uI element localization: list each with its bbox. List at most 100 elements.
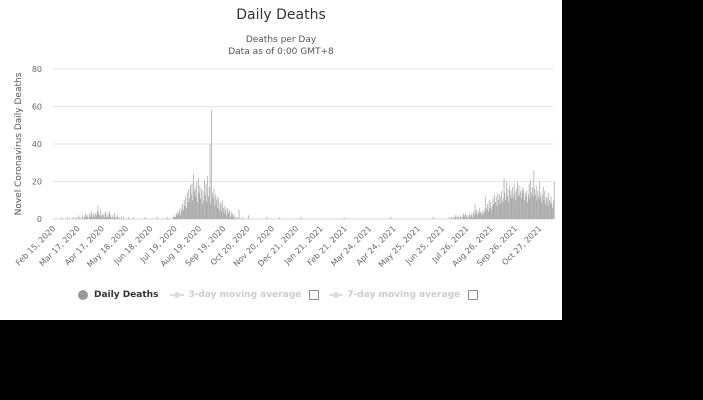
bar bbox=[497, 192, 499, 219]
bar bbox=[519, 194, 521, 219]
bar bbox=[491, 209, 492, 219]
y-axis-label: Novel Coronavirus Daily Deaths bbox=[14, 72, 24, 215]
line-marker-icon bbox=[329, 292, 344, 298]
legend-label: 3-day moving average bbox=[188, 290, 302, 300]
bar bbox=[528, 183, 530, 219]
bar bbox=[488, 200, 490, 219]
bar bbox=[85, 213, 86, 219]
bar bbox=[531, 192, 532, 219]
legend-item-3-day-average[interactable]: 3-day moving average bbox=[170, 290, 301, 300]
bar bbox=[536, 200, 538, 219]
bar bbox=[544, 190, 546, 219]
bar bbox=[76, 217, 78, 219]
bar bbox=[196, 181, 198, 219]
bar bbox=[107, 217, 109, 219]
bar bbox=[230, 211, 232, 219]
bar bbox=[511, 198, 513, 219]
bar bbox=[507, 189, 509, 219]
bar bbox=[175, 217, 176, 219]
bar bbox=[209, 144, 211, 219]
bar bbox=[197, 202, 198, 219]
bar bbox=[199, 185, 201, 219]
bar bbox=[509, 185, 510, 219]
bar bbox=[178, 213, 180, 219]
bar bbox=[530, 179, 532, 219]
bar bbox=[498, 200, 499, 219]
bar bbox=[99, 215, 100, 219]
bar bbox=[113, 217, 114, 219]
bar bbox=[502, 202, 503, 219]
bar bbox=[459, 217, 461, 219]
bar bbox=[208, 187, 210, 219]
bar bbox=[200, 198, 202, 219]
bar bbox=[100, 217, 102, 219]
chart-subtitle-1: Deaths per Day bbox=[246, 35, 317, 45]
bar bbox=[538, 196, 539, 219]
bar bbox=[480, 211, 481, 219]
bar bbox=[509, 194, 511, 219]
bar bbox=[173, 217, 175, 219]
bar bbox=[114, 217, 116, 219]
bar bbox=[172, 217, 174, 219]
bar bbox=[103, 217, 105, 219]
bar bbox=[144, 217, 146, 219]
bar bbox=[121, 217, 122, 219]
bar bbox=[212, 192, 213, 219]
bar bbox=[503, 177, 505, 219]
bar bbox=[222, 207, 224, 219]
legend-item-7-day-average[interactable]: 7-day moving average bbox=[329, 290, 460, 300]
bar bbox=[474, 204, 476, 219]
checkbox-3-day-average[interactable] bbox=[309, 290, 320, 300]
bar bbox=[208, 196, 209, 219]
bar bbox=[193, 190, 195, 219]
bar bbox=[468, 215, 470, 219]
bar bbox=[110, 215, 111, 219]
bar bbox=[553, 181, 555, 219]
chart-subtitle-2: Data as of 0:00 GMT+8 bbox=[228, 47, 334, 57]
bar bbox=[132, 217, 134, 219]
bar bbox=[179, 215, 181, 219]
bar bbox=[214, 205, 216, 219]
bar bbox=[183, 209, 184, 219]
bar bbox=[97, 205, 99, 219]
legend-item-daily-deaths[interactable]: Daily Deaths bbox=[78, 290, 158, 300]
bar bbox=[478, 213, 480, 219]
bar bbox=[485, 207, 487, 219]
bar bbox=[108, 213, 110, 219]
bar bbox=[460, 215, 462, 219]
bar bbox=[490, 202, 492, 219]
bar bbox=[433, 217, 434, 219]
bar bbox=[551, 204, 553, 219]
bar bbox=[452, 217, 454, 219]
bar bbox=[105, 211, 107, 219]
bar bbox=[116, 217, 118, 219]
bar bbox=[217, 207, 219, 219]
bar bbox=[101, 215, 103, 219]
bar bbox=[489, 207, 491, 219]
bar bbox=[491, 205, 493, 219]
bar bbox=[61, 217, 63, 219]
bar bbox=[226, 215, 227, 219]
bar bbox=[86, 217, 88, 219]
bar bbox=[527, 202, 528, 219]
bar bbox=[176, 215, 178, 219]
bar bbox=[389, 217, 391, 219]
bar bbox=[458, 217, 459, 219]
bar bbox=[87, 215, 89, 219]
bar bbox=[538, 181, 540, 219]
bar bbox=[109, 211, 111, 219]
bar bbox=[181, 211, 183, 219]
bar bbox=[486, 209, 488, 219]
bar bbox=[521, 187, 523, 219]
checkbox-7-day-average[interactable] bbox=[468, 290, 479, 300]
bar bbox=[542, 187, 544, 219]
bar bbox=[84, 217, 85, 219]
bar bbox=[186, 207, 187, 219]
bar bbox=[531, 187, 533, 219]
bar bbox=[469, 213, 470, 219]
bar bbox=[198, 192, 200, 219]
bar bbox=[90, 215, 92, 219]
bar bbox=[526, 190, 528, 219]
bar bbox=[98, 213, 100, 219]
bar bbox=[518, 185, 520, 219]
